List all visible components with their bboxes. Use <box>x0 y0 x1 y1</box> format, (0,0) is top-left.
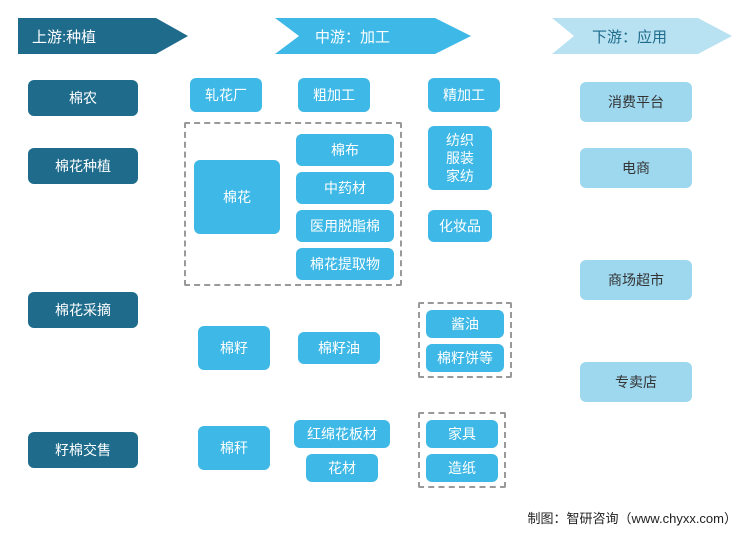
mid-top-2: 精加工 <box>428 78 500 112</box>
header-midstream: 中游：加工 <box>275 18 471 54</box>
downstream-0: 消费平台 <box>580 82 692 122</box>
upstream-box-3: 籽棉交售 <box>28 432 138 468</box>
downstream-2: 商场超市 <box>580 260 692 300</box>
downstream-1: 电商 <box>580 148 692 188</box>
stalk-furn: 家具 <box>426 420 498 448</box>
header-upstream-label: 上游:种植 <box>32 26 96 47</box>
stalk-paper: 造纸 <box>426 454 498 482</box>
mid-top-1: 粗加工 <box>298 78 370 112</box>
downstream-3: 专卖店 <box>580 362 692 402</box>
header-downstream: 下游：应用 <box>552 18 732 54</box>
header-upstream: 上游:种植 <box>18 18 188 54</box>
upstream-box-2: 棉花采摘 <box>28 292 138 328</box>
stalk-flower: 花材 <box>306 454 378 482</box>
cotton-product-3: 棉花提取物 <box>296 248 394 280</box>
seed-cake: 棉籽饼等 <box>426 344 504 372</box>
seed-mianzi: 棉籽 <box>198 326 270 370</box>
credit-text: 制图：智研咨询（www.chyxx.com） <box>528 508 737 527</box>
header-midstream-label: 中游：加工 <box>315 26 390 47</box>
stalk-stalk: 棉秆 <box>198 426 270 470</box>
seed-soy: 酱油 <box>426 310 504 338</box>
cotton-big: 棉花 <box>194 160 280 234</box>
upstream-box-0: 棉农 <box>28 80 138 116</box>
stalk-board: 红绵花板材 <box>294 420 390 448</box>
mid-top-0: 轧花厂 <box>190 78 262 112</box>
header-downstream-label: 下游：应用 <box>592 26 667 47</box>
seed-mianzi_oil: 棉籽油 <box>298 332 380 364</box>
upstream-box-1: 棉花种植 <box>28 148 138 184</box>
cotton-product-1: 中药材 <box>296 172 394 204</box>
right-mid-1: 化妆品 <box>428 210 492 242</box>
cotton-product-2: 医用脱脂棉 <box>296 210 394 242</box>
cotton-product-0: 棉布 <box>296 134 394 166</box>
right-mid-0: 纺织 服装 家纺 <box>428 126 492 190</box>
